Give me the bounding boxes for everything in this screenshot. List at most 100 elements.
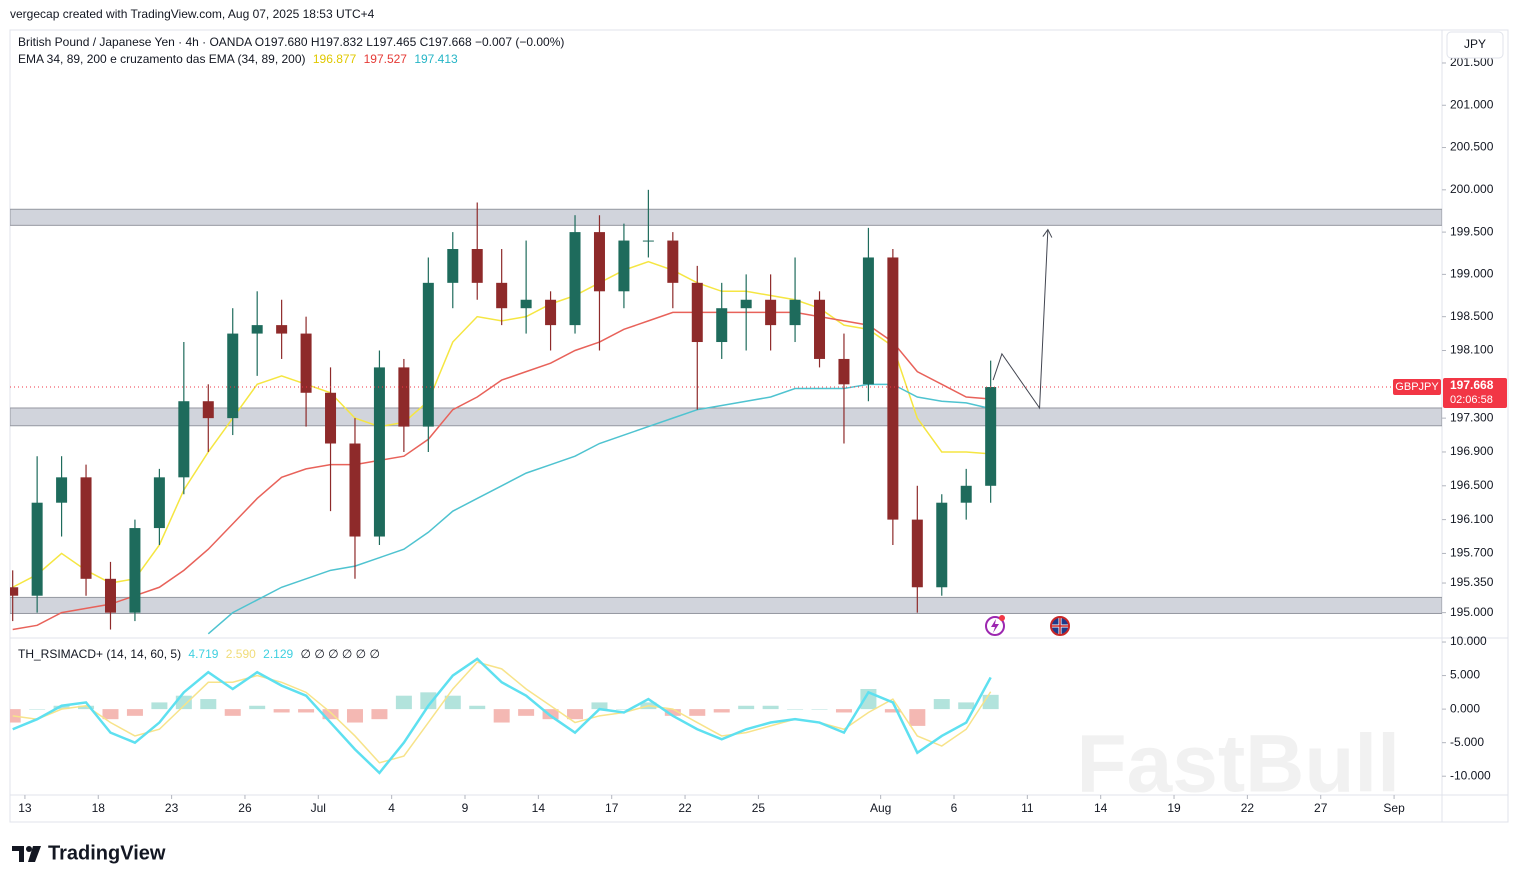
y-tick-label: 198.500 (1450, 309, 1494, 323)
histogram-bar (346, 709, 363, 723)
histogram-bar (126, 709, 143, 716)
candle-body (10, 587, 19, 596)
indicator-line (12, 311, 991, 631)
histogram-bar (493, 709, 510, 723)
last-price-tag (1443, 378, 1507, 409)
candle-body (740, 299, 752, 309)
y-tick-label: 5.000 (1450, 668, 1480, 682)
indicator-value: 2.590 (225, 647, 256, 661)
indicator-line (12, 657, 992, 775)
histogram-bar (811, 709, 828, 710)
histogram-bar (420, 692, 437, 710)
histogram-bar (518, 709, 535, 716)
ema-legend: EMA 34, 89, 200 e cruzamento das EMA (34… (18, 52, 306, 66)
candle-body (422, 282, 434, 427)
projection (992, 229, 1049, 410)
symbol-tag-label: GBPJPY (1395, 381, 1439, 393)
brand-logo (12, 846, 41, 862)
indicator-value: 4.719 (188, 647, 219, 661)
candle-body (936, 502, 948, 588)
candle-body (667, 240, 679, 283)
y-tick-label: 196.500 (1450, 478, 1494, 492)
histogram-bar (371, 709, 388, 720)
histogram-bar (78, 705, 95, 710)
y-tick-label: 10.000 (1450, 634, 1487, 648)
histogram-bar (395, 695, 412, 710)
x-tick-label: 19 (1167, 801, 1181, 815)
candle-body (153, 477, 165, 529)
zone (10, 407, 1442, 427)
candle-body (716, 308, 728, 343)
candle-body (911, 519, 923, 588)
brand: TradingView (48, 842, 166, 864)
x-tick-label: 11 (1021, 801, 1034, 815)
y-tick-label: 195.000 (1450, 605, 1494, 619)
candle-body (471, 249, 483, 283)
symbol-tag (1393, 379, 1441, 396)
candle-body (593, 232, 605, 292)
candle-body (985, 387, 997, 486)
x-tick-label: 25 (752, 801, 766, 815)
candle-body (178, 401, 190, 478)
x-tick-label: 14 (532, 801, 546, 815)
x-tick-label: 23 (165, 801, 179, 815)
histogram-bar (762, 705, 779, 710)
zone (10, 596, 1442, 614)
last-price-label: 197.668 (1450, 378, 1494, 392)
candle-body (276, 325, 288, 334)
histogram-bar (151, 702, 168, 710)
ema-value: 197.413 (414, 52, 458, 66)
candle-body (569, 232, 581, 326)
axes: 201.500 201.000 200.500 200.000 199.500 199.0… (18, 55, 1507, 815)
x-tick-label: Aug (870, 801, 891, 815)
symbol-legend: British Pound / Japanese Yen · 4h · OAND… (18, 35, 565, 49)
histogram-bar (53, 705, 70, 710)
candle-body (251, 325, 263, 334)
candle-body (618, 240, 630, 292)
candle-body (398, 367, 410, 427)
histogram-bar (273, 709, 290, 713)
y-tick-label: 199.500 (1450, 224, 1494, 238)
indicator-legend-row: TH_RSIMACD+ (14, 14, 60, 5) 4.719 2.590 … (18, 647, 380, 661)
countdown-label: 02:06:58 (1450, 394, 1493, 406)
y-tick-label: 200.500 (1450, 140, 1494, 154)
x-tick-label: 22 (678, 801, 692, 815)
y-tick-label: 201.500 (1450, 55, 1494, 69)
candle-body (960, 485, 972, 503)
x-tick-label: 14 (1094, 801, 1108, 815)
candle-body (838, 358, 850, 385)
candle-body (447, 249, 459, 283)
currency-button[interactable] (1446, 31, 1504, 59)
histogram-bar (982, 694, 999, 710)
candle-body (765, 299, 777, 326)
x-tick-label: Sep (1383, 801, 1405, 815)
candle-body (789, 299, 801, 326)
candle-body (202, 401, 214, 419)
x-tick-label: 17 (605, 801, 619, 815)
ema-legend-row: EMA 34, 89, 200 e cruzamento das EMA (34… (18, 52, 458, 66)
histogram-bar (200, 699, 217, 710)
ema-value: 197.527 (363, 52, 407, 66)
currency: JPY (1464, 37, 1486, 51)
candle-body (642, 240, 654, 242)
histogram-bar (689, 709, 706, 716)
y-tick-label: 199.000 (1450, 267, 1494, 281)
indicator-flags: ∅ ∅ ∅ ∅ ∅ ∅ (300, 647, 380, 661)
histogram-bar (10, 709, 21, 723)
histogram-bar (591, 702, 608, 710)
histogram-bar (102, 709, 119, 720)
logo-slash (28, 846, 41, 862)
candle-body (691, 282, 703, 343)
attribution: vergecap created with TradingView.com, A… (10, 7, 375, 21)
y-tick-label: 198.100 (1450, 343, 1494, 357)
watermark: FastBull (1077, 719, 1400, 810)
x-tick-label: 13 (18, 801, 32, 815)
histogram-bar (884, 709, 901, 713)
candle-body (227, 333, 239, 419)
flag-cross-red (1052, 618, 1068, 634)
candle-body (496, 282, 508, 309)
histogram-bar (933, 699, 950, 710)
y-tick-label: 200.000 (1450, 182, 1494, 196)
